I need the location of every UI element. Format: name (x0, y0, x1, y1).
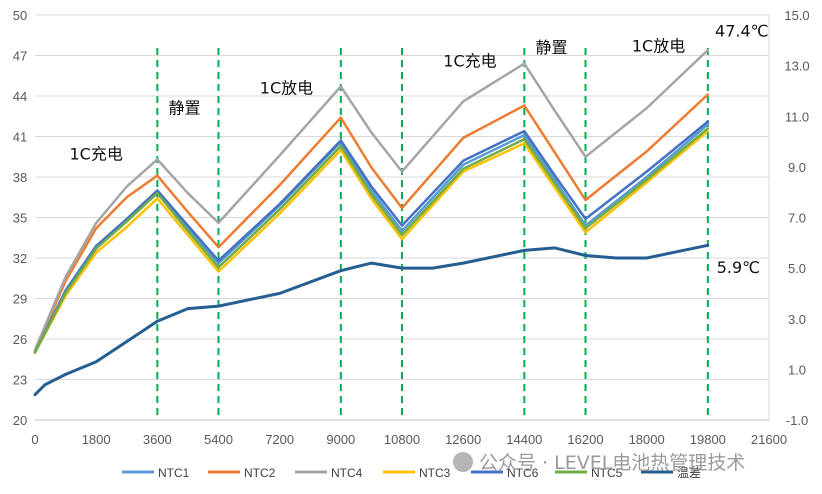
x-tick-label: 9000 (326, 432, 355, 447)
legend-label: NTC3 (419, 466, 451, 480)
y-left-tick-label: 38 (13, 170, 27, 185)
series-line-NTC6 (33, 120, 710, 354)
series-line-NTC1 (33, 123, 710, 354)
y-right-tick-label: 7.0 (788, 211, 806, 226)
x-tick-label: 12600 (445, 432, 481, 447)
legend: NTC1 NTC2 NTC4 NTC3 NTC6 NTC5 温差 (122, 466, 701, 480)
y-right-tick-label: 15.0 (784, 8, 809, 23)
annotation-label: 静置 (169, 99, 201, 118)
x-tick-label: 5400 (204, 432, 233, 447)
series-line-NTC5 (33, 127, 710, 354)
y-left-tick-label: 20 (13, 413, 27, 428)
legend-label: 温差 (677, 466, 701, 480)
y-axis-left: 20 23 26 29 32 35 38 41 44 47 50 (13, 8, 27, 428)
annotation-label: 5.9℃ (717, 258, 760, 277)
y-left-tick-label: 35 (13, 211, 27, 226)
x-tick-label: 19800 (690, 432, 726, 447)
y-right-tick-label: 1.0 (788, 362, 806, 377)
x-tick-label: 21600 (751, 432, 787, 447)
legend-label: NTC4 (331, 466, 363, 480)
annotation-label: 1C放电 (632, 36, 685, 55)
x-tick-label: 10800 (384, 432, 420, 447)
series-line-NTC4 (33, 48, 710, 352)
wechat-icon (453, 452, 473, 472)
y-left-tick-label: 32 (13, 251, 27, 266)
annotation-label: 1C放电 (260, 78, 313, 97)
x-tick-label: 7200 (265, 432, 294, 447)
y-axis-right: -1.0 1.0 3.0 5.0 7.0 9.0 11.0 13.0 15.0 (784, 8, 809, 428)
y-left-tick-label: 41 (13, 130, 27, 145)
y-right-tick-label: 13.0 (784, 59, 809, 74)
y-left-tick-label: 44 (13, 89, 27, 104)
phase-boundary-lines (156, 48, 709, 420)
x-tick-label: 16200 (567, 432, 603, 447)
y-left-tick-label: 23 (13, 373, 27, 388)
legend-label: NTC6 (507, 466, 539, 480)
y-right-tick-label: 5.0 (788, 261, 806, 276)
y-left-tick-label: 29 (13, 292, 27, 307)
annotation-label: 静置 (536, 38, 568, 57)
annotation-label: 1C充电 (443, 51, 496, 70)
x-tick-label: 1800 (82, 432, 111, 447)
legend-label: NTC2 (244, 466, 276, 480)
series-line-NTC2 (33, 93, 710, 353)
watermark: 公众号 · LEVEL电池热管理技术 (453, 452, 745, 474)
x-tick-label: 0 (31, 432, 38, 447)
y-right-tick-label: -1.0 (786, 413, 808, 428)
annotation-label: 47.4℃ (715, 22, 769, 41)
x-tick-label: 14400 (506, 432, 542, 447)
y-left-tick-label: 26 (13, 332, 27, 347)
legend-label: NTC1 (158, 466, 190, 480)
y-right-tick-label: 9.0 (788, 160, 806, 175)
series-line-温差 (33, 243, 710, 397)
y-left-tick-label: 50 (13, 8, 27, 23)
watermark-text: 公众号 · LEVEL电池热管理技术 (479, 452, 745, 474)
x-tick-label: 18000 (629, 432, 665, 447)
x-axis: 0 1800 3600 5400 7200 9000 10800 12600 14400 1620… (31, 419, 787, 447)
y-right-tick-label: 11.0 (785, 109, 809, 124)
x-tick-label: 3600 (143, 432, 172, 447)
y-right-tick-label: 3.0 (788, 312, 806, 327)
legend-label: NTC5 (591, 466, 623, 480)
series-lines (33, 48, 710, 397)
annotation-label: 1C充电 (69, 144, 122, 163)
series-line-NTC3 (33, 129, 710, 354)
y-left-tick-label: 47 (13, 49, 27, 64)
